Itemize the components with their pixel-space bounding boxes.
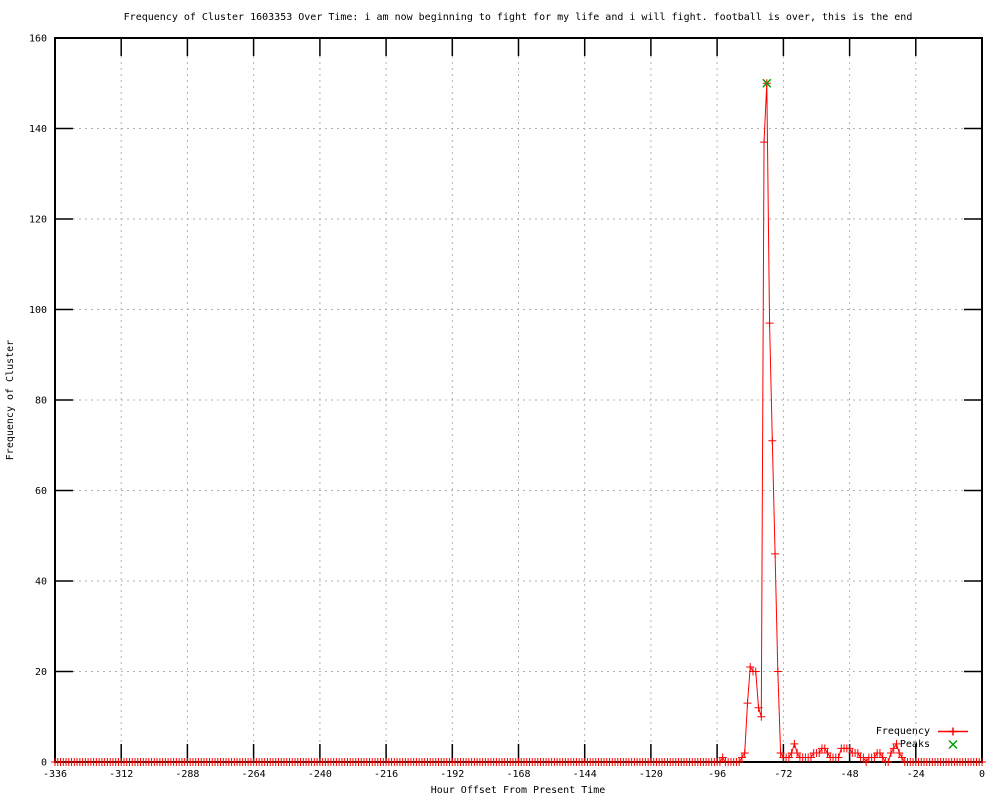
svg-text:60: 60 xyxy=(35,486,47,497)
svg-text:20: 20 xyxy=(35,667,47,678)
svg-text:-96: -96 xyxy=(708,769,726,780)
svg-text:0: 0 xyxy=(979,769,985,780)
svg-text:-192: -192 xyxy=(440,769,464,780)
svg-text:160: 160 xyxy=(29,34,47,45)
legend-label-frequency: Frequency xyxy=(875,726,930,737)
legend-label-peaks: Peaks xyxy=(899,739,930,750)
svg-text:-288: -288 xyxy=(175,769,199,780)
svg-text:-72: -72 xyxy=(774,769,792,780)
svg-text:-216: -216 xyxy=(374,769,398,780)
svg-text:100: 100 xyxy=(29,305,47,316)
svg-text:-168: -168 xyxy=(506,769,530,780)
svg-text:-144: -144 xyxy=(573,769,597,780)
svg-text:0: 0 xyxy=(41,758,47,769)
svg-text:-312: -312 xyxy=(109,769,133,780)
svg-text:-336: -336 xyxy=(43,769,67,780)
x-axis-label: Hour Offset From Present Time xyxy=(430,785,606,796)
svg-text:140: 140 xyxy=(29,124,47,135)
svg-text:-240: -240 xyxy=(308,769,332,780)
svg-text:-264: -264 xyxy=(242,769,266,780)
svg-text:-120: -120 xyxy=(639,769,663,780)
chart-title: Frequency of Cluster 1603353 Over Time: … xyxy=(123,12,913,23)
svg-text:40: 40 xyxy=(35,577,47,588)
svg-text:80: 80 xyxy=(35,396,47,407)
svg-text:-48: -48 xyxy=(841,769,859,780)
svg-text:-24: -24 xyxy=(907,769,925,780)
svg-text:120: 120 xyxy=(29,215,47,226)
